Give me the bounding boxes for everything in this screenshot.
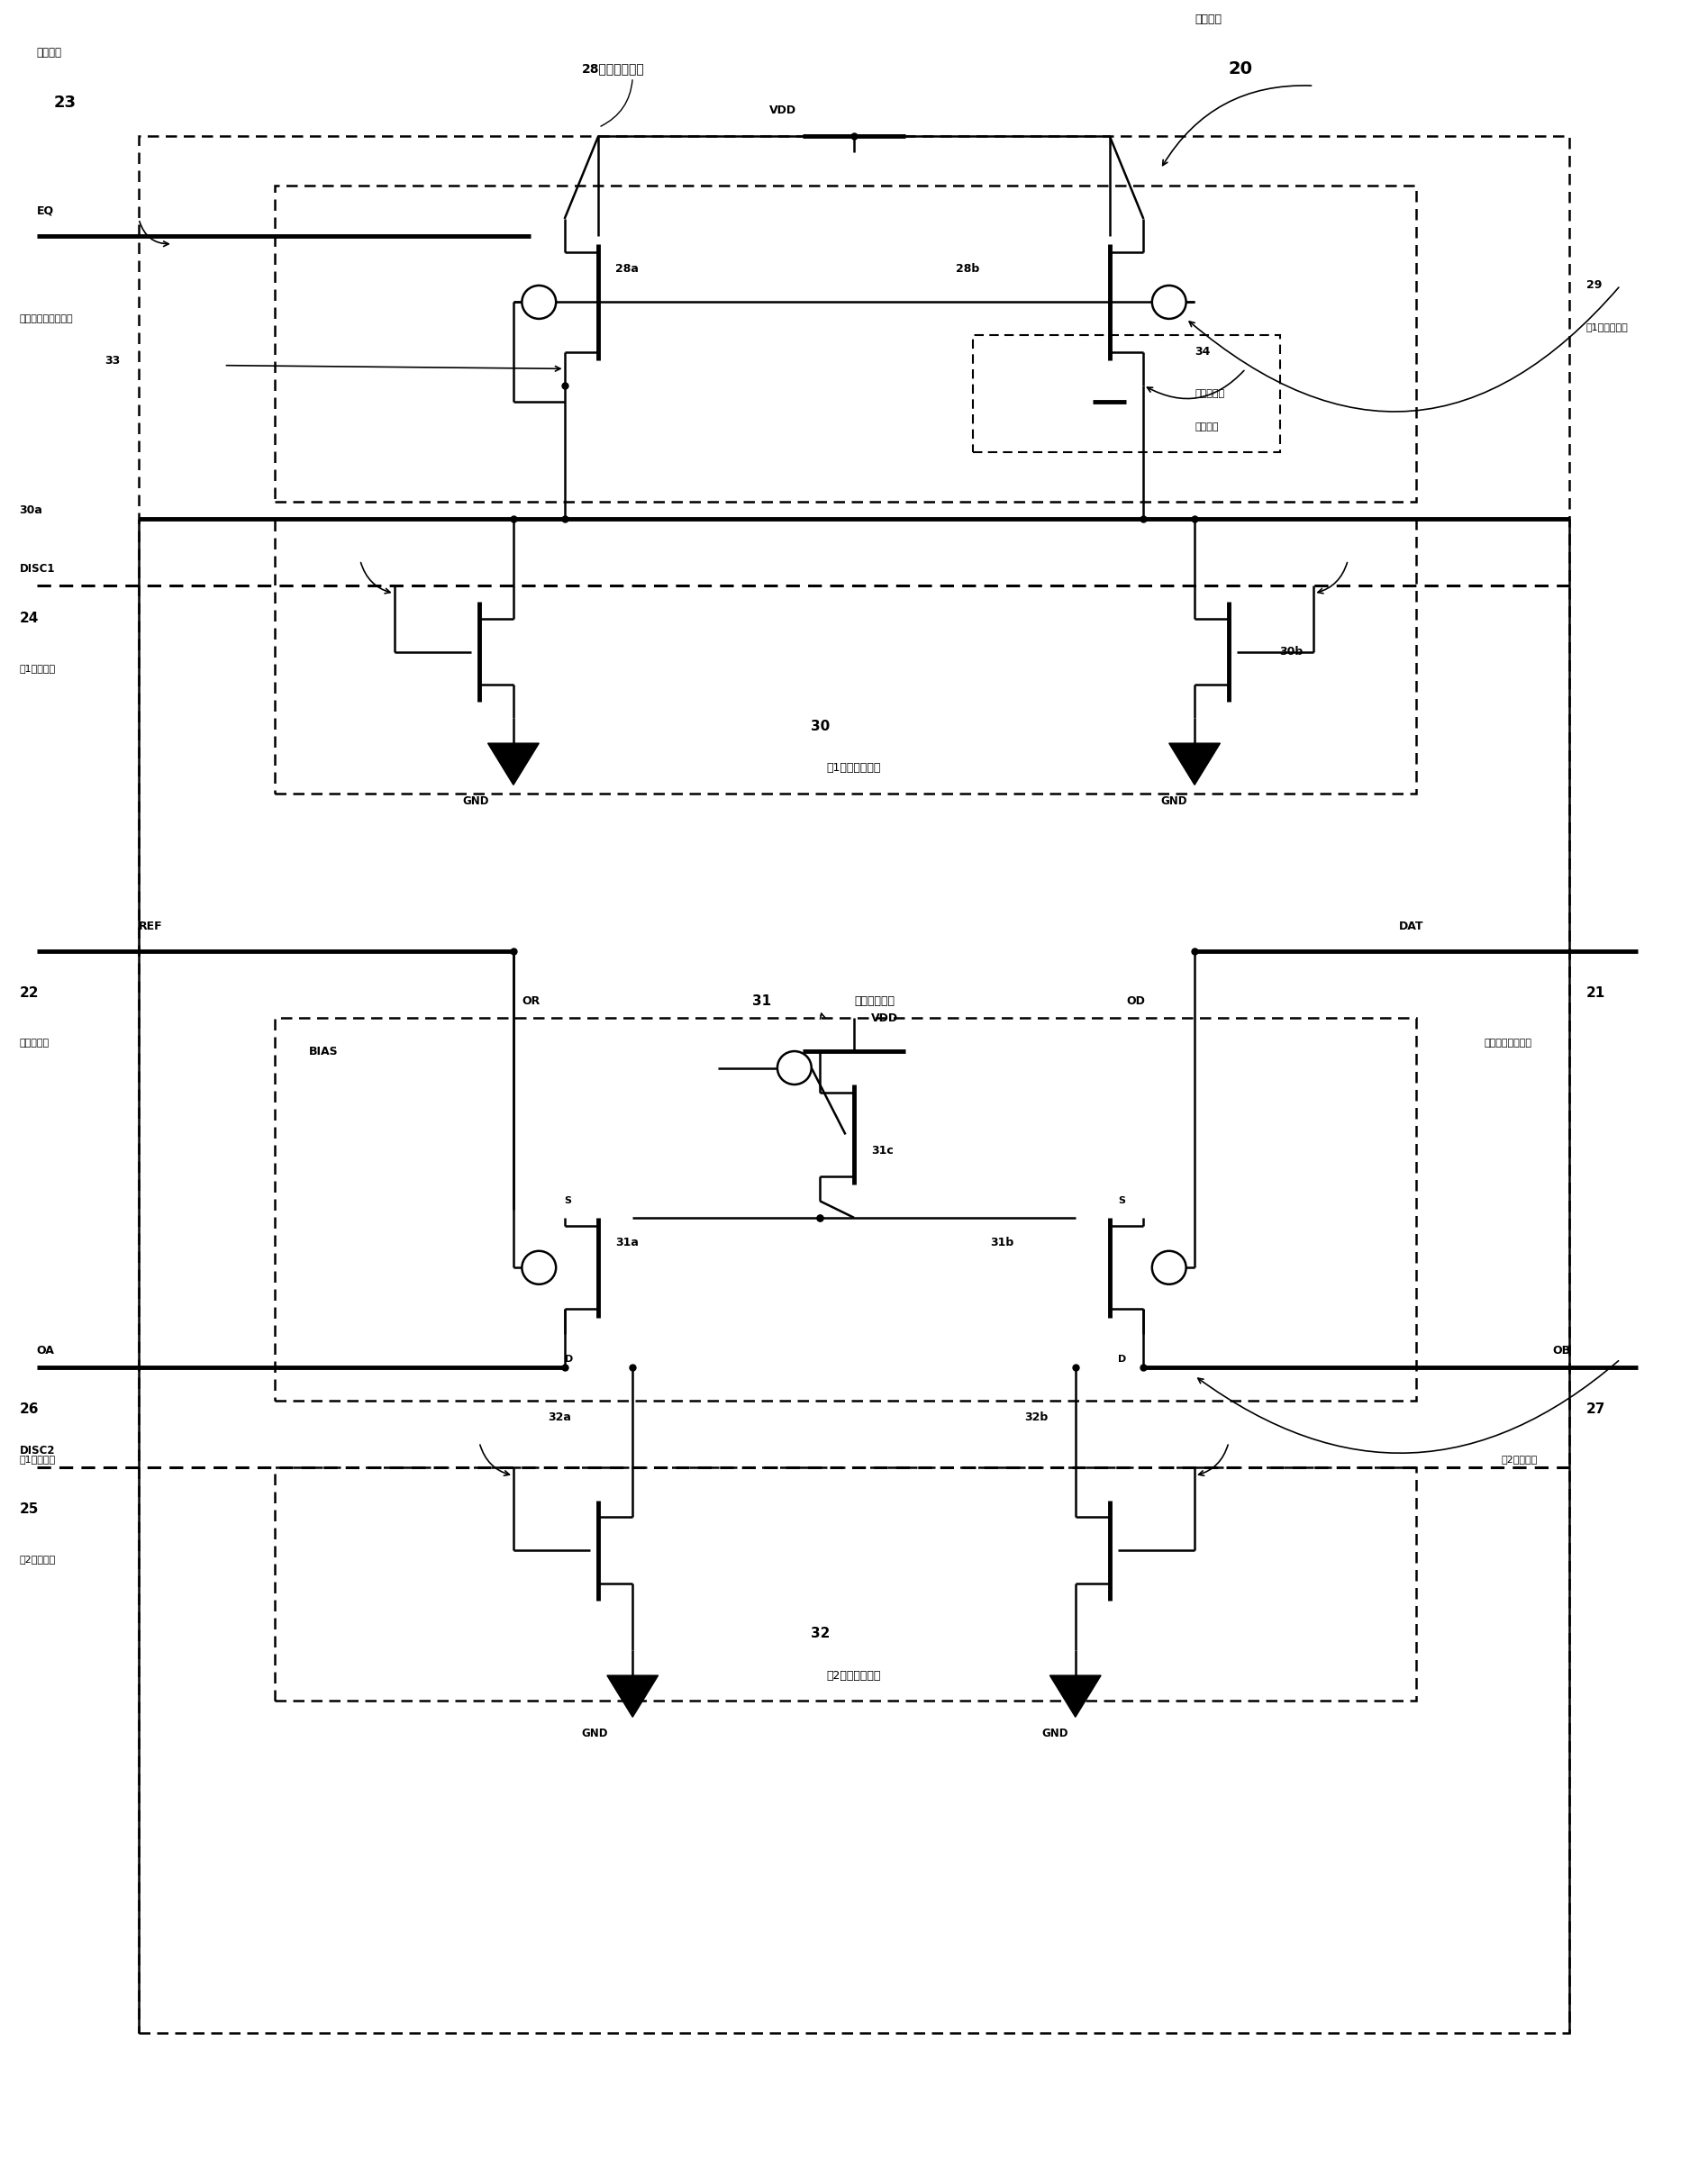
Text: GND: GND (1160, 796, 1187, 807)
Text: 29: 29 (1587, 280, 1602, 291)
Text: 30: 30 (810, 720, 830, 733)
Bar (974, 336, 1279, 451)
Text: 输出漏极: 输出漏极 (1194, 423, 1218, 432)
Bar (275, 1468, 1416, 1700)
Circle shape (777, 1052, 811, 1084)
Text: 24: 24 (19, 612, 39, 625)
Text: 34: 34 (1194, 347, 1211, 358)
Bar (138, 137, 1570, 2032)
Text: 反射镜电流: 反射镜电流 (1194, 388, 1225, 399)
Bar (275, 1017, 1416, 1401)
Text: 25: 25 (19, 1503, 39, 1516)
Text: D: D (1119, 1356, 1126, 1364)
Text: EQ: EQ (36, 204, 53, 217)
Text: 32a: 32a (548, 1412, 570, 1423)
Text: GND: GND (581, 1729, 608, 1740)
Text: 存储器单元侧输入: 存储器单元侧输入 (1484, 1039, 1532, 1048)
Text: 31: 31 (752, 996, 770, 1009)
Text: OB: OB (1553, 1345, 1570, 1356)
Text: 第2读出输出: 第2读出输出 (1501, 1455, 1537, 1464)
Text: 32: 32 (810, 1627, 830, 1640)
Text: 第1放电晶体管对: 第1放电晶体管对 (827, 761, 881, 774)
Text: 26: 26 (19, 1403, 39, 1416)
Text: 28a: 28a (615, 262, 639, 275)
Text: 第2放电晶体管对: 第2放电晶体管对 (827, 1670, 881, 1681)
Polygon shape (488, 744, 540, 785)
Text: 第1放电信号: 第1放电信号 (19, 664, 56, 672)
Text: 28b: 28b (956, 262, 980, 275)
Text: 28电流反射镜对: 28电流反射镜对 (581, 63, 644, 76)
Text: 22: 22 (19, 987, 39, 1000)
Text: 第1均衡晶体管: 第1均衡晶体管 (1587, 323, 1628, 332)
Text: 差动晶体管对: 差动晶体管对 (854, 996, 895, 1006)
Text: 30a: 30a (19, 505, 43, 516)
Text: 第1读出输出: 第1读出输出 (19, 1455, 56, 1464)
Circle shape (1151, 286, 1185, 319)
Circle shape (523, 286, 557, 319)
Polygon shape (1168, 744, 1220, 785)
Circle shape (523, 1252, 557, 1284)
Text: D: D (564, 1356, 572, 1364)
Polygon shape (606, 1674, 658, 1718)
Text: OA: OA (36, 1345, 55, 1356)
Circle shape (1151, 1252, 1185, 1284)
Text: VDD: VDD (871, 1013, 898, 1024)
Bar (275, 518, 1416, 794)
Text: DISC1: DISC1 (19, 562, 55, 575)
Text: 27: 27 (1587, 1403, 1606, 1416)
Text: 31a: 31a (615, 1236, 639, 1249)
Text: DAT: DAT (1399, 920, 1424, 933)
Text: 第2放电信号: 第2放电信号 (19, 1555, 56, 1564)
Text: OD: OD (1127, 996, 1146, 1006)
Text: 23: 23 (53, 93, 77, 111)
Text: BIAS: BIAS (309, 1045, 338, 1056)
Text: 21: 21 (1587, 987, 1606, 1000)
Text: GND: GND (463, 796, 488, 807)
Text: 32b: 32b (1025, 1412, 1049, 1423)
Text: 31b: 31b (991, 1236, 1015, 1249)
Text: 30b: 30b (1279, 646, 1303, 657)
Text: S: S (564, 1197, 572, 1206)
Text: GND: GND (1042, 1729, 1068, 1740)
Text: 31c: 31c (871, 1145, 893, 1156)
Bar (275, 187, 1416, 501)
Text: DISC2: DISC2 (19, 1445, 55, 1458)
Text: 反射镜电流输入漏极: 反射镜电流输入漏极 (19, 315, 73, 323)
Text: OR: OR (523, 996, 540, 1006)
Text: 33: 33 (104, 354, 120, 367)
Polygon shape (1050, 1674, 1102, 1718)
Text: 20: 20 (1228, 61, 1254, 78)
Text: REF: REF (138, 920, 162, 933)
Text: S: S (1119, 1197, 1126, 1206)
Text: 均衡信号: 均衡信号 (36, 46, 61, 59)
Text: VDD: VDD (769, 104, 796, 117)
Text: 读出电路: 读出电路 (1194, 13, 1221, 26)
Text: 参考侧输入: 参考侧输入 (19, 1039, 50, 1048)
